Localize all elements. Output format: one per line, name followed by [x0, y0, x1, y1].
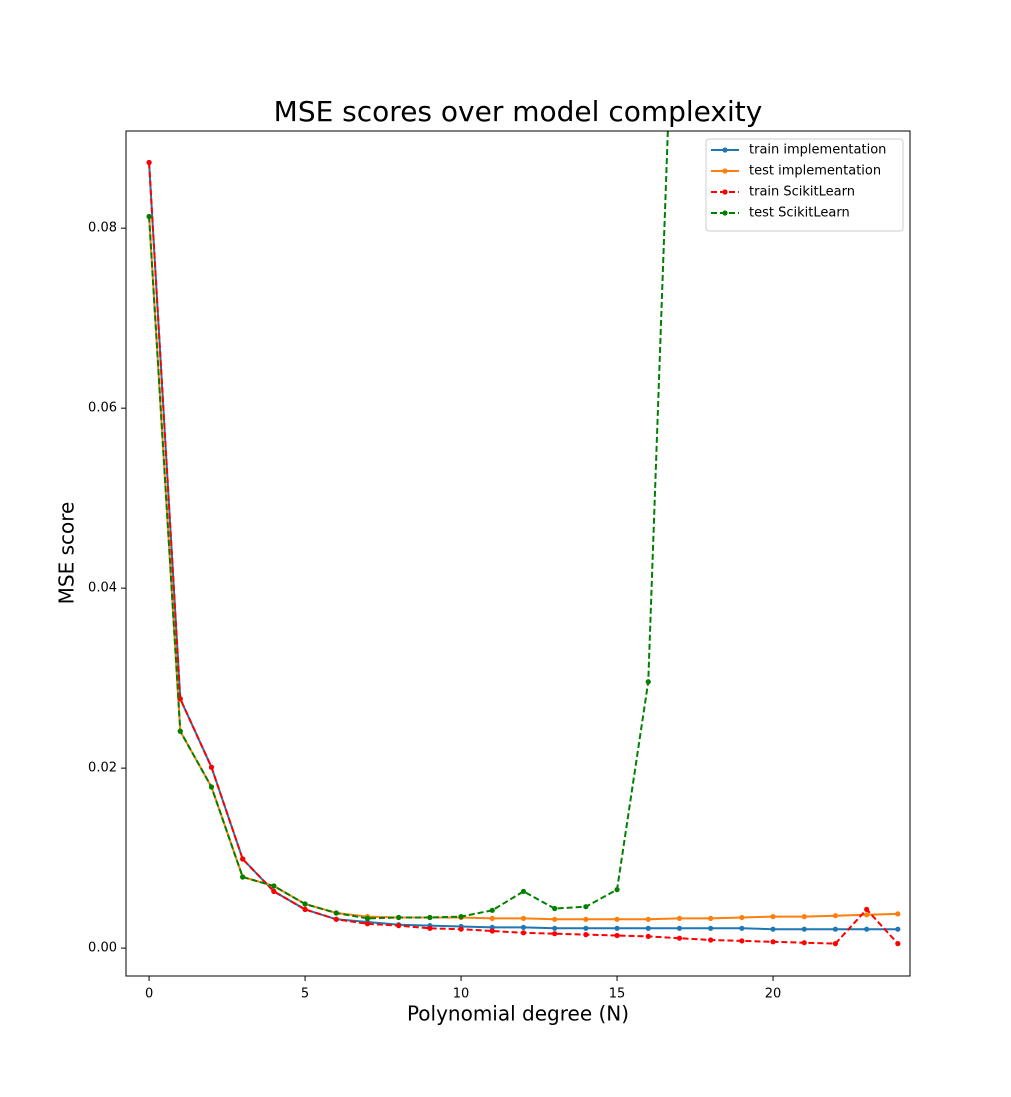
series-line	[148, 131, 669, 920]
data-point	[801, 914, 807, 920]
x-tick-label: 10	[453, 987, 470, 1002]
data-point	[708, 937, 714, 943]
data-point	[645, 933, 651, 940]
series-line	[148, 216, 898, 921]
data-point	[552, 925, 558, 931]
data-point	[676, 915, 683, 922]
data-point	[520, 888, 527, 895]
data-point	[240, 856, 246, 862]
data-point	[177, 728, 183, 734]
data-point	[333, 916, 339, 922]
data-point	[676, 925, 683, 931]
data-point	[645, 679, 651, 685]
data-point	[739, 914, 745, 921]
data-point	[396, 923, 402, 929]
legend-marker	[722, 189, 728, 195]
data-point	[708, 925, 714, 931]
data-point	[520, 930, 527, 936]
data-point	[489, 928, 495, 934]
data-point	[864, 926, 870, 932]
data-point	[489, 924, 495, 931]
data-point	[739, 925, 745, 931]
chart-title: MSE scores over model complexity	[274, 95, 763, 128]
data-point	[895, 926, 901, 932]
data-point	[645, 916, 651, 922]
x-tick-label: 5	[301, 987, 309, 1002]
data-point	[489, 915, 495, 922]
data-point	[583, 916, 589, 922]
data-point	[614, 916, 620, 922]
x-tick-label: 20	[765, 987, 782, 1002]
legend-marker	[722, 210, 728, 216]
data-point	[801, 926, 807, 932]
x-tick-label: 0	[145, 987, 153, 1002]
data-point	[458, 914, 464, 920]
data-point	[583, 925, 589, 931]
legend-label: test ScikitLearn	[749, 206, 850, 221]
data-point	[458, 926, 464, 932]
y-tick-label: 0.02	[88, 761, 117, 776]
y-tick-label: 0.08	[88, 221, 117, 236]
plot-area	[146, 131, 901, 947]
data-point	[895, 941, 901, 947]
y-tick-label: 0.04	[88, 581, 117, 596]
data-point	[364, 921, 371, 927]
data-point	[895, 911, 901, 917]
data-point	[271, 888, 277, 895]
data-point	[520, 924, 527, 931]
x-axis-label: Polynomial degree (N)	[407, 1002, 629, 1026]
data-point	[364, 915, 371, 922]
data-point	[770, 914, 776, 920]
data-point	[770, 926, 776, 932]
data-point	[832, 926, 839, 932]
legend-label: test implementation	[749, 164, 881, 179]
data-point	[552, 931, 558, 937]
legend-box	[705, 138, 904, 232]
data-point	[302, 901, 308, 907]
data-point	[801, 940, 807, 946]
legend-label: train ScikitLearn	[749, 185, 855, 200]
data-point	[614, 925, 620, 931]
data-point	[396, 914, 402, 921]
data-point	[271, 883, 277, 889]
data-point	[489, 907, 495, 913]
data-point	[240, 874, 246, 880]
data-point	[333, 910, 339, 916]
data-point	[708, 915, 714, 922]
series-line	[148, 162, 899, 945]
data-point	[614, 887, 620, 893]
data-point	[146, 213, 152, 220]
data-point	[520, 915, 527, 922]
series-line	[148, 162, 898, 931]
data-point	[208, 784, 215, 790]
y-tick-label: 0.00	[88, 941, 117, 956]
data-point	[427, 914, 433, 921]
data-point	[552, 916, 558, 922]
data-point	[208, 764, 215, 770]
data-point	[645, 925, 651, 931]
data-point	[739, 938, 745, 944]
axes-frame	[125, 130, 911, 977]
y-tick-label: 0.06	[88, 401, 117, 416]
legend-label: train implementation	[749, 143, 886, 158]
data-point	[864, 912, 870, 918]
legend-marker	[722, 168, 728, 174]
data-point	[864, 906, 870, 913]
data-point	[583, 904, 589, 910]
y-axis-label: MSE score	[55, 502, 79, 605]
x-tick-label: 15	[609, 987, 626, 1002]
data-point	[832, 913, 839, 919]
data-point	[676, 935, 683, 941]
data-point	[770, 939, 776, 945]
data-point	[146, 159, 152, 166]
data-point	[832, 941, 839, 947]
data-point	[614, 932, 620, 939]
data-point	[427, 925, 433, 931]
data-point	[552, 905, 558, 912]
legend-marker	[722, 147, 728, 153]
data-point	[583, 932, 589, 938]
data-point	[302, 906, 308, 913]
